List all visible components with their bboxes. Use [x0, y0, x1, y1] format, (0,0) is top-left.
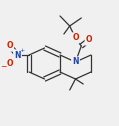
Text: O: O [86, 36, 92, 44]
Text: N: N [14, 51, 21, 59]
Text: O: O [72, 34, 79, 42]
Text: N: N [72, 57, 79, 67]
Text: O: O [7, 41, 13, 51]
Text: O: O [7, 59, 13, 69]
Text: −: − [0, 62, 6, 71]
Text: +: + [20, 48, 25, 53]
